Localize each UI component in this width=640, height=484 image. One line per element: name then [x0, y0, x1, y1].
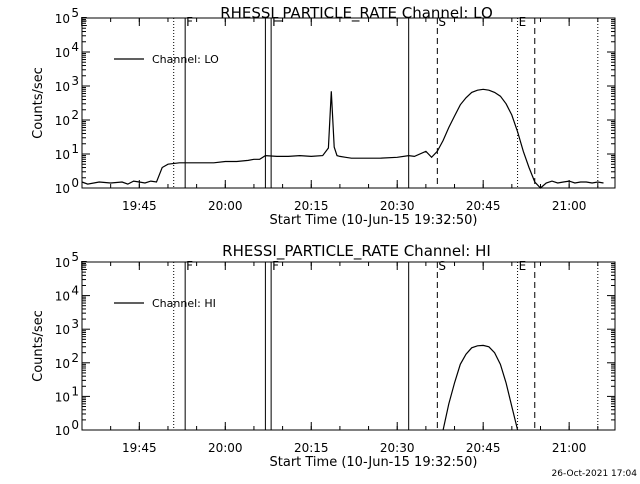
y-tick-exponent: 0: [71, 176, 79, 190]
y-tick-label: 10: [55, 290, 70, 304]
y-tick-exponent: 5: [71, 6, 79, 20]
event-marker-label: F: [272, 259, 279, 273]
x-axis-label: Start Time (10-Jun-15 19:32:50): [270, 455, 478, 470]
y-tick-label: 10: [55, 46, 70, 60]
y-tick-exponent: 2: [71, 108, 79, 122]
y-tick-label: 10: [55, 424, 70, 438]
chart-title: RHESSI_PARTICLE_RATE Channel: HI: [222, 242, 491, 261]
y-tick-label: 10: [55, 182, 70, 196]
event-marker-label: E: [519, 259, 527, 273]
event-marker-label: S: [438, 15, 446, 29]
y-tick-label: 10: [55, 390, 70, 404]
event-marker-label: F: [186, 259, 193, 273]
x-axis-label: Start Time (10-Jun-15 19:32:50): [270, 213, 478, 228]
corner-marker-label: E: [80, 259, 88, 273]
y-tick-label: 10: [55, 256, 70, 270]
plot-frame: [81, 261, 616, 431]
y-axis-label: Counts/sec: [31, 67, 46, 139]
event-marker-label: F: [272, 15, 279, 29]
chart-title: RHESSI_PARTICLE_RATE Channel: LO: [220, 4, 493, 23]
y-tick-label: 10: [55, 80, 70, 94]
x-tick-label: 20:30: [380, 441, 415, 455]
y-tick-exponent: 1: [71, 142, 79, 156]
series-line: [442, 344, 519, 431]
x-tick-label: 20:00: [208, 199, 243, 213]
legend-entry: Channel: LO: [152, 53, 219, 66]
x-tick-label: 19:45: [122, 199, 157, 213]
x-tick-label: 19:45: [122, 441, 157, 455]
y-tick-exponent: 3: [71, 317, 79, 331]
x-tick-label: 20:00: [208, 441, 243, 455]
y-tick-exponent: 0: [71, 418, 79, 432]
series-line: [81, 88, 604, 189]
corner-marker-label: E: [80, 15, 88, 29]
y-tick-exponent: 4: [71, 40, 79, 54]
y-tick-label: 10: [55, 114, 70, 128]
x-tick-label: 20:45: [466, 199, 501, 213]
y-tick-exponent: 1: [71, 384, 79, 398]
y-tick-exponent: 3: [71, 74, 79, 88]
x-tick-label: 21:00: [552, 441, 587, 455]
plot-frame: [81, 17, 616, 189]
y-tick-label: 10: [55, 12, 70, 26]
x-tick-label: 20:30: [380, 199, 415, 213]
x-tick-label: 21:00: [552, 199, 587, 213]
y-tick-exponent: 4: [71, 284, 79, 298]
x-tick-label: 20:45: [466, 441, 501, 455]
y-tick-exponent: 5: [71, 250, 79, 264]
y-tick-label: 10: [55, 148, 70, 162]
timestamp-footer: 26-Oct-2021 17:04: [552, 469, 638, 479]
x-tick-label: 20:15: [294, 199, 329, 213]
y-tick-label: 10: [55, 323, 70, 337]
event-marker-label: F: [186, 15, 193, 29]
y-tick-label: 10: [55, 357, 70, 371]
y-axis-label: Counts/sec: [31, 310, 46, 382]
y-tick-exponent: 2: [71, 351, 79, 365]
legend-entry: Channel: HI: [152, 297, 216, 310]
event-marker-label: S: [438, 259, 446, 273]
x-tick-label: 20:15: [294, 441, 329, 455]
event-marker-label: E: [519, 15, 527, 29]
